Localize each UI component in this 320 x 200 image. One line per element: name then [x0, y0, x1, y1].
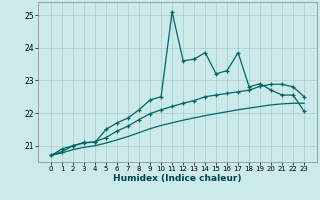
X-axis label: Humidex (Indice chaleur): Humidex (Indice chaleur) [113, 174, 242, 183]
